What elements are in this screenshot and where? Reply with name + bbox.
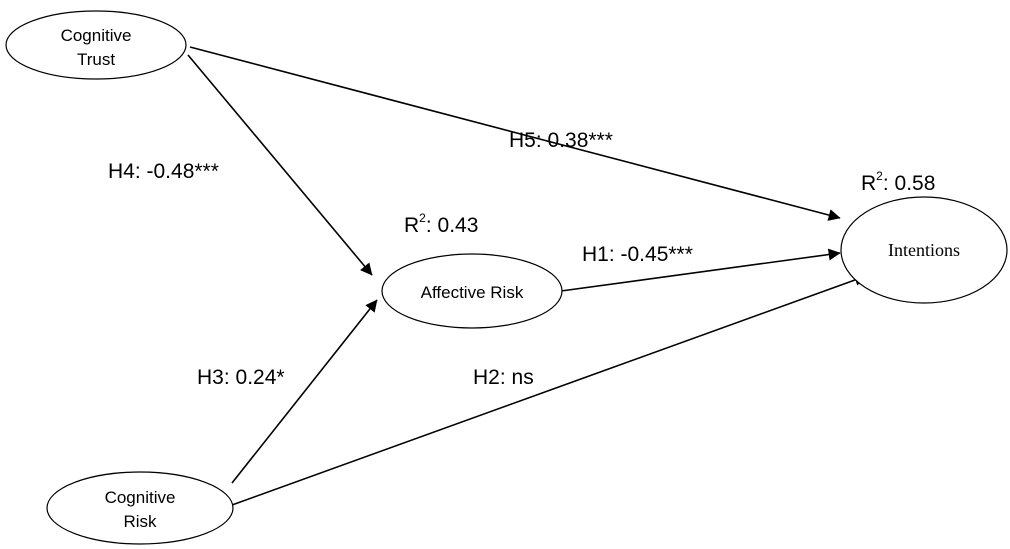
node-affective-risk-label: Affective Risk [421, 283, 524, 302]
edge-h5 [189, 46, 841, 221]
path-label-h4: H4: -0.48*** [108, 160, 219, 183]
node-cognitive-risk-line2: Risk [123, 512, 157, 531]
r-squared-affective-prefix: R [404, 214, 419, 237]
node-cognitive-risk: Cognitive Risk [46, 471, 234, 545]
node-cognitive-risk-line1: Cognitive [105, 488, 176, 507]
r-squared-intentions-sup: 2 [876, 169, 883, 183]
node-affective-risk: Affective Risk [381, 253, 563, 329]
node-intentions-label: Intentions [888, 240, 960, 260]
path-label-h2: H2: ns [473, 366, 534, 389]
edge-h3 [231, 299, 378, 484]
edge-h4 [187, 54, 373, 276]
r-squared-affective-sup: 2 [419, 211, 426, 225]
r-squared-intentions-value: : 0.58 [883, 172, 936, 195]
r-squared-intentions: R2: 0.58 [861, 169, 935, 195]
r-squared-intentions-prefix: R [861, 172, 876, 195]
edge-h1 [560, 248, 841, 292]
r-squared-affective-risk: R2: 0.43 [404, 211, 478, 237]
node-intentions: Intentions [840, 196, 1008, 304]
path-label-h5: H5: 0.38*** [509, 129, 613, 152]
path-label-h1: H1: -0.45*** [582, 243, 693, 266]
path-label-h3: H3: 0.24* [197, 366, 285, 389]
edge-h2 [231, 274, 867, 506]
node-cognitive-trust-line2: Trust [77, 50, 115, 69]
r-squared-affective-value: : 0.43 [426, 214, 479, 237]
node-cognitive-trust-line1: Cognitive [61, 26, 132, 45]
node-cognitive-trust: Cognitive Trust [5, 10, 187, 80]
